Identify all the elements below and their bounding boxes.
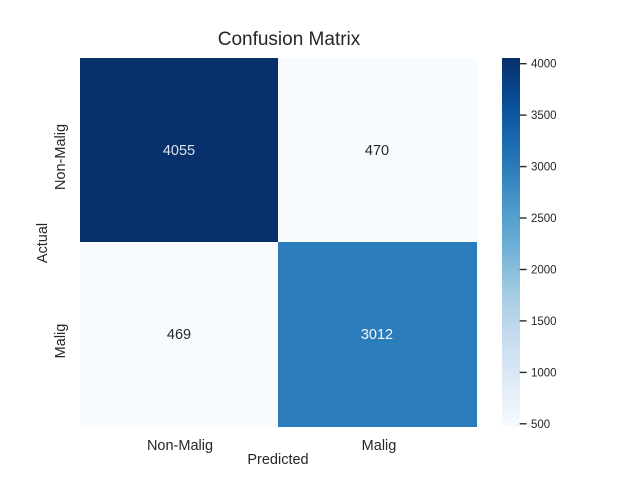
svg-text:2000: 2000 xyxy=(531,265,557,277)
svg-text:469: 469 xyxy=(167,327,191,343)
svg-text:Actual: Actual xyxy=(35,223,51,263)
svg-text:Confusion Matrix: Confusion Matrix xyxy=(218,29,361,50)
svg-text:3012: 3012 xyxy=(361,327,393,343)
svg-text:Malig: Malig xyxy=(53,324,69,359)
svg-text:470: 470 xyxy=(365,143,389,159)
svg-text:1000: 1000 xyxy=(531,367,557,379)
svg-text:Malig: Malig xyxy=(362,438,397,454)
svg-text:4000: 4000 xyxy=(531,59,557,71)
svg-text:1500: 1500 xyxy=(531,316,557,328)
svg-text:3000: 3000 xyxy=(531,162,557,174)
svg-text:4055: 4055 xyxy=(163,143,195,159)
svg-text:Predicted: Predicted xyxy=(247,452,308,468)
svg-text:500: 500 xyxy=(531,419,550,431)
svg-text:Non-Malig: Non-Malig xyxy=(147,438,213,454)
svg-text:3500: 3500 xyxy=(531,110,557,122)
svg-text:Non-Malig: Non-Malig xyxy=(53,124,69,190)
svg-text:2500: 2500 xyxy=(531,213,557,225)
